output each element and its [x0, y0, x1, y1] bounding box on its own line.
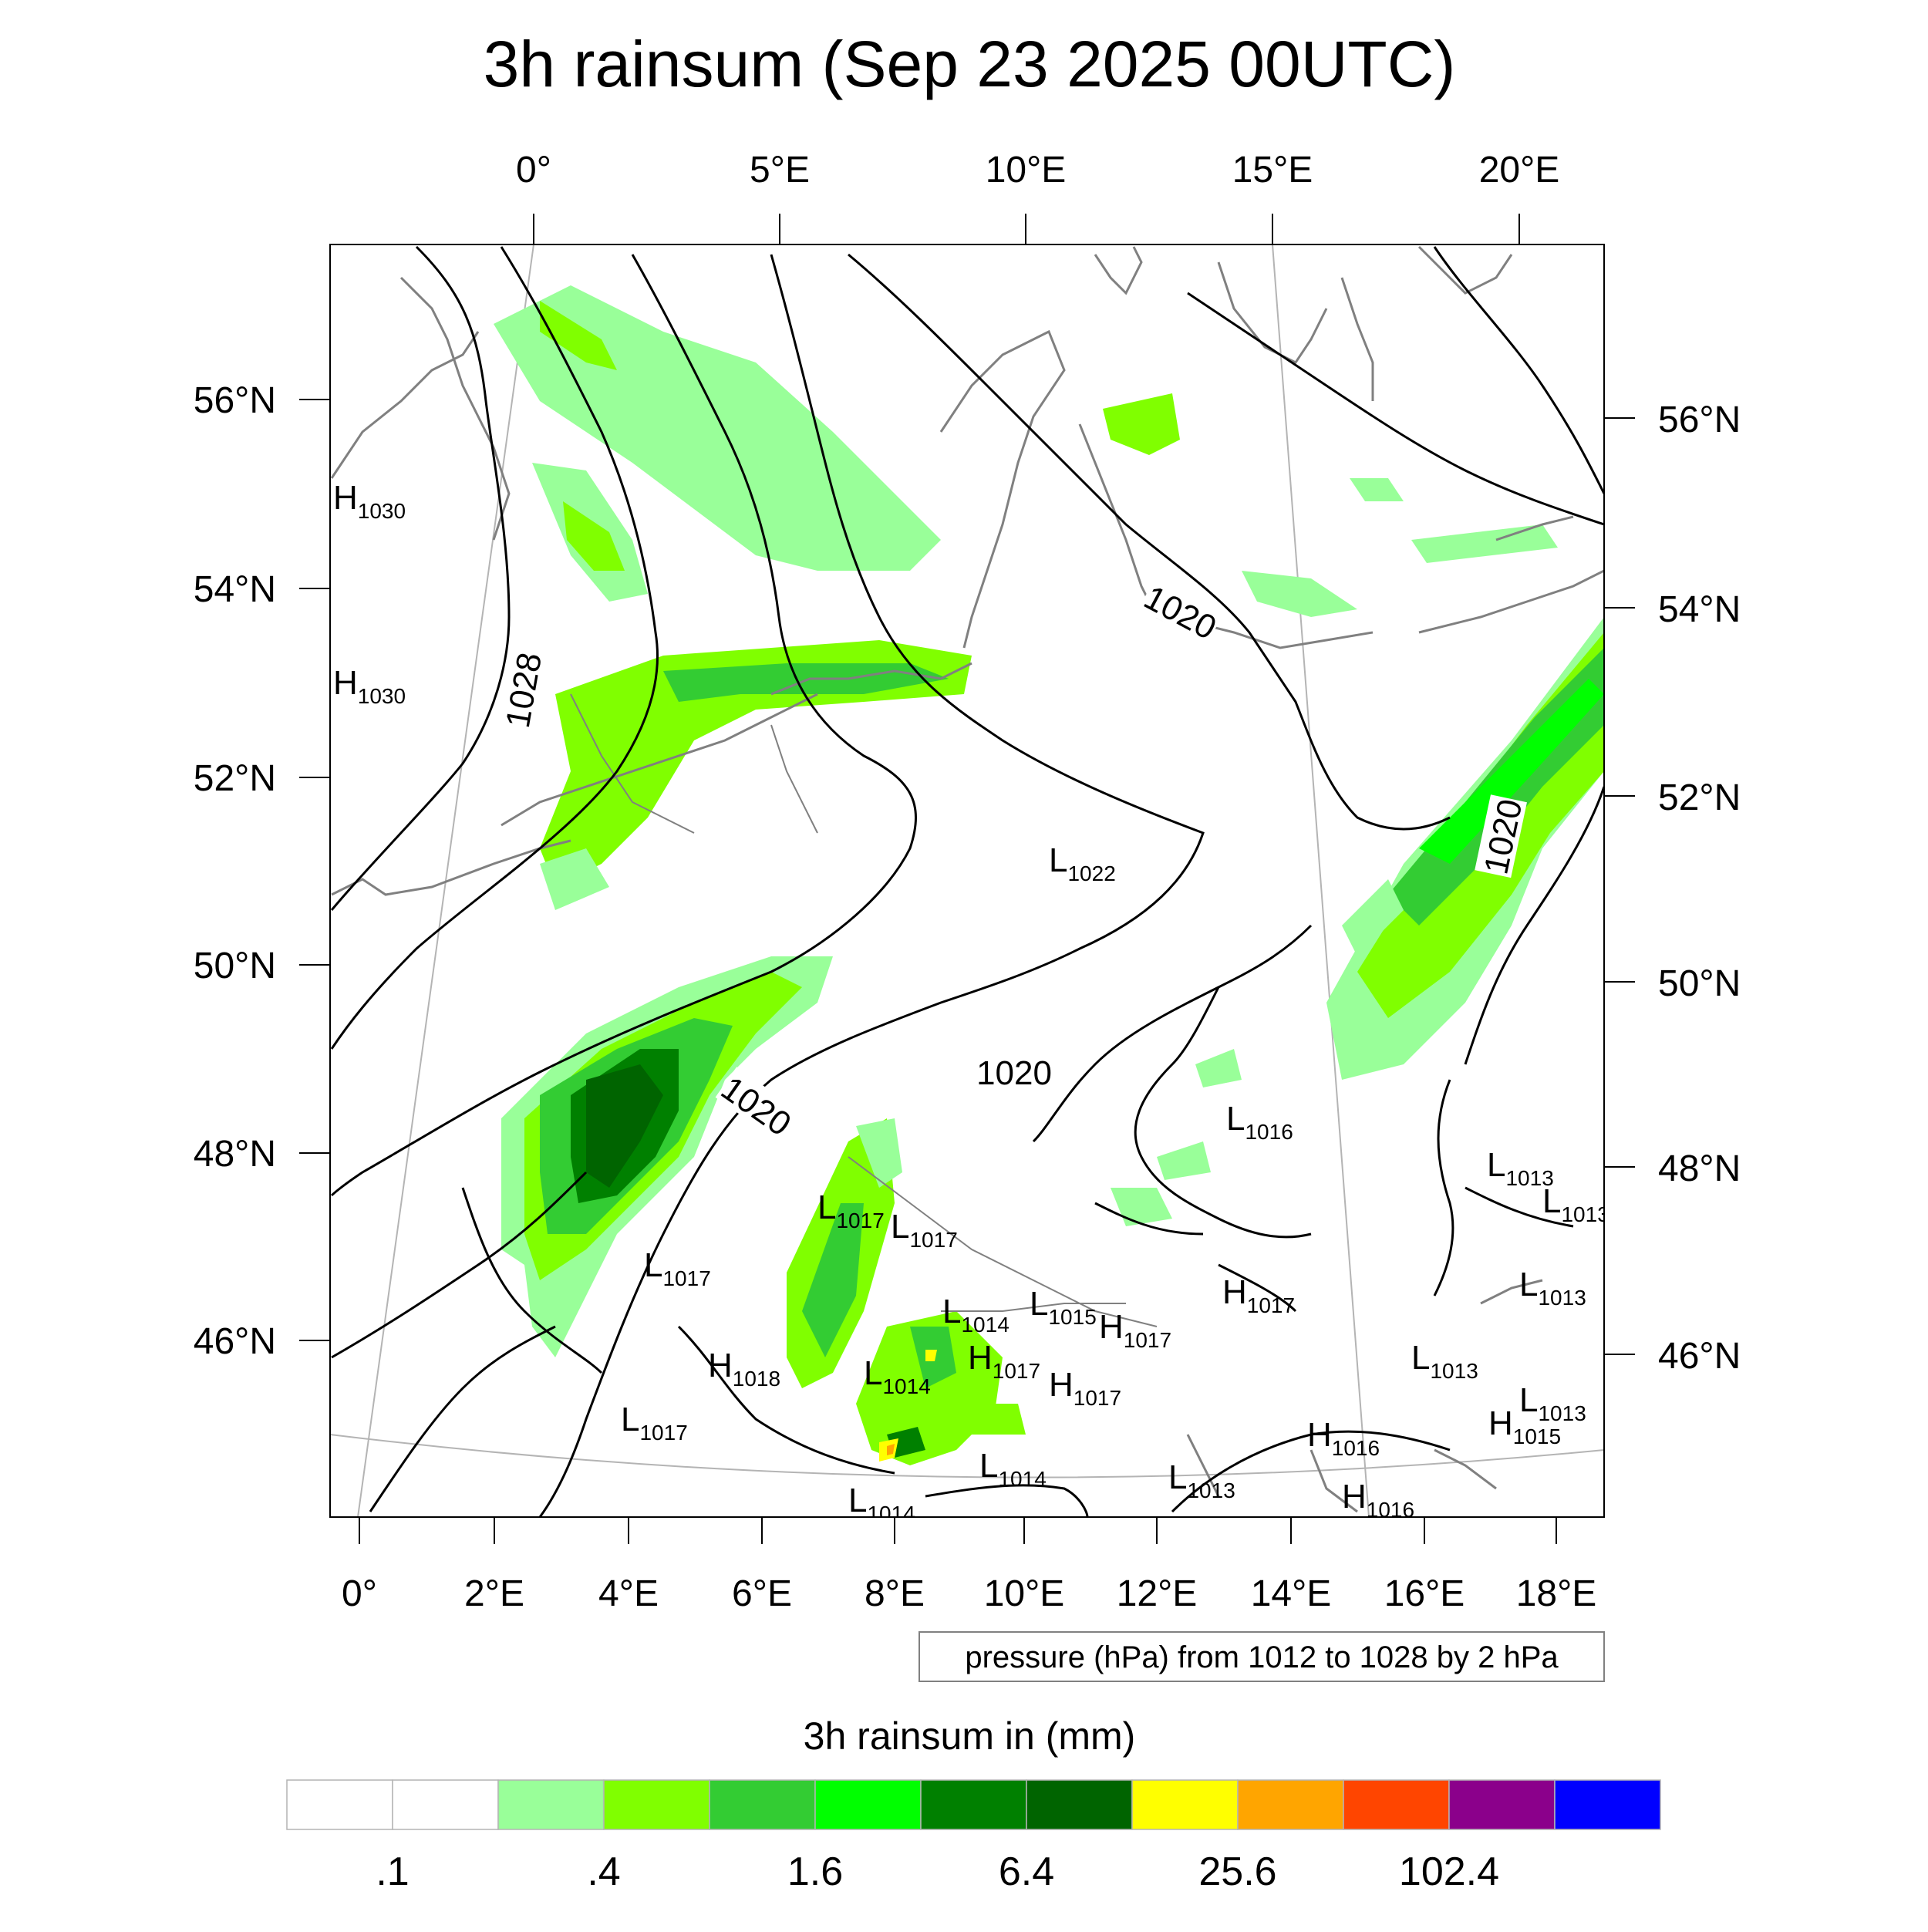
colorbar-label: 102.4 [1399, 1849, 1499, 1894]
left-lat-label: 54°N [194, 569, 276, 610]
left-lat-label: 50°N [194, 946, 276, 986]
colorbar-swatch [1448, 1779, 1556, 1830]
left-lat-label: 46°N [194, 1321, 276, 1362]
bottom-lon-label: 12°E [1117, 1573, 1198, 1614]
high-pressure-marker: H1016 [1307, 1416, 1380, 1460]
top-lon-label: 15°E [1232, 150, 1313, 191]
bottom-lon-label: 16°E [1384, 1573, 1465, 1614]
low-pressure-marker: L1014 [942, 1293, 1010, 1337]
colorbar-swatch [709, 1779, 816, 1830]
left-lat-label: 56°N [194, 380, 276, 421]
high-pressure-marker: H1017 [1099, 1308, 1171, 1352]
pressure-note-text: pressure (hPa) from 1012 to 1028 by 2 hP… [965, 1640, 1559, 1674]
right-lat-label: 50°N [1658, 963, 1741, 1004]
colorbar: 3h rainsum in (mm) .1 .4 1.6 6.4 25.6 102.4 [286, 1715, 1661, 1894]
country-borders [570, 693, 1158, 1327]
left-lat-label: 48°N [194, 1134, 276, 1175]
high-pressure-marker: H1017 [968, 1339, 1040, 1383]
low-pressure-marker: L1013 [1542, 1182, 1609, 1226]
bottom-axis: 0° 2°E 4°E 6°E 8°E 10°E 12°E 14°E 16°E 1… [342, 1517, 1596, 1614]
low-pressure-marker: L1016 [1226, 1100, 1293, 1144]
bottom-lon-label: 2°E [464, 1573, 524, 1614]
colorbar-label: 25.6 [1198, 1849, 1276, 1894]
colorbar-swatch [920, 1779, 1027, 1830]
bottom-lon-label: 18°E [1516, 1573, 1597, 1614]
rain-field-benelux [540, 640, 972, 887]
high-pressure-marker: H1016 [1342, 1478, 1414, 1522]
colorbar-label: .1 [376, 1849, 409, 1894]
right-lat-label: 56°N [1658, 400, 1741, 440]
low-pressure-marker: L1014 [864, 1354, 931, 1398]
high-pressure-marker: H1015 [1488, 1404, 1561, 1448]
colorbar-swatch [1237, 1779, 1344, 1830]
top-lon-label: 0° [516, 150, 551, 191]
colorbar-label: 1.6 [787, 1849, 843, 1894]
top-lon-label: 20°E [1479, 150, 1560, 191]
bottom-lon-label: 6°E [732, 1573, 792, 1614]
top-axis: 0° 5°E 10°E 15°E 20°E [516, 150, 1559, 244]
colorbar-label: .4 [587, 1849, 620, 1894]
colorbar-swatch [603, 1779, 710, 1830]
colorbar-swatches [286, 1779, 1661, 1830]
colorbar-swatch [1343, 1779, 1450, 1830]
low-pressure-marker: L1013 [1411, 1339, 1478, 1383]
low-pressure-marker: L1013 [1519, 1266, 1586, 1310]
right-lat-label: 54°N [1658, 589, 1741, 630]
colorbar-title: 3h rainsum in (mm) [804, 1715, 1136, 1758]
bottom-lon-label: 4°E [598, 1573, 659, 1614]
bottom-lon-label: 14°E [1251, 1573, 1332, 1614]
low-pressure-marker: L1017 [891, 1208, 958, 1252]
low-pressure-marker: L1015 [1030, 1285, 1097, 1329]
right-lat-label: 46°N [1658, 1336, 1741, 1377]
low-pressure-marker: L1022 [1049, 841, 1116, 885]
map-area[interactable]: 1028 1020 1020 1020 1020 H1030H1030L1022… [330, 244, 1609, 1526]
top-lon-label: 10°E [986, 150, 1067, 191]
map-title: 3h rainsum (Sep 23 2025 00UTC) [484, 28, 1456, 100]
colorbar-swatch [1131, 1779, 1239, 1830]
right-axis: 56°N 54°N 52°N 50°N 48°N 46°N [1604, 400, 1741, 1377]
bottom-lon-label: 8°E [865, 1573, 925, 1614]
map-frame [329, 244, 1605, 1518]
low-pressure-marker: L1017 [644, 1246, 711, 1290]
right-lat-label: 48°N [1658, 1148, 1741, 1189]
high-pressure-marker: H1030 [333, 664, 406, 708]
colorbar-swatch [286, 1779, 393, 1830]
low-pressure-marker: L1013 [1519, 1381, 1586, 1425]
high-pressure-marker: H1017 [1049, 1366, 1121, 1410]
high-pressure-marker: H1017 [1222, 1273, 1295, 1317]
high-pressure-marker: H1030 [333, 479, 406, 523]
pressure-note: pressure (hPa) from 1012 to 1028 by 2 hP… [918, 1631, 1605, 1682]
colorbar-swatch [497, 1779, 605, 1830]
high-pressure-marker: H1018 [708, 1347, 780, 1391]
colorbar-swatch [1554, 1779, 1661, 1830]
colorbar-swatch [1026, 1779, 1133, 1830]
rain-shading [494, 285, 1604, 1465]
low-pressure-marker: L1013 [1487, 1146, 1554, 1190]
colorbar-swatch [392, 1779, 499, 1830]
colorbar-labels: .1 .4 1.6 6.4 25.6 102.4 [376, 1849, 1499, 1894]
left-lat-label: 52°N [194, 758, 276, 799]
bottom-lon-label: 10°E [984, 1573, 1065, 1614]
low-pressure-marker: L1014 [848, 1482, 915, 1526]
right-lat-label: 52°N [1658, 777, 1741, 818]
low-pressure-marker: L1013 [1168, 1458, 1235, 1502]
left-axis: 56°N 54°N 52°N 50°N 48°N 46°N [194, 380, 330, 1362]
low-pressure-marker: L1014 [979, 1447, 1047, 1491]
top-lon-label: 5°E [750, 150, 810, 191]
contour-label: 1020 [976, 1054, 1052, 1092]
isobars [330, 245, 1604, 1517]
low-pressure-marker: L1017 [621, 1401, 688, 1445]
bottom-lon-label: 0° [342, 1573, 377, 1614]
low-pressure-marker: L1017 [817, 1189, 885, 1232]
colorbar-swatch [814, 1779, 922, 1830]
colorbar-label: 6.4 [999, 1849, 1054, 1894]
